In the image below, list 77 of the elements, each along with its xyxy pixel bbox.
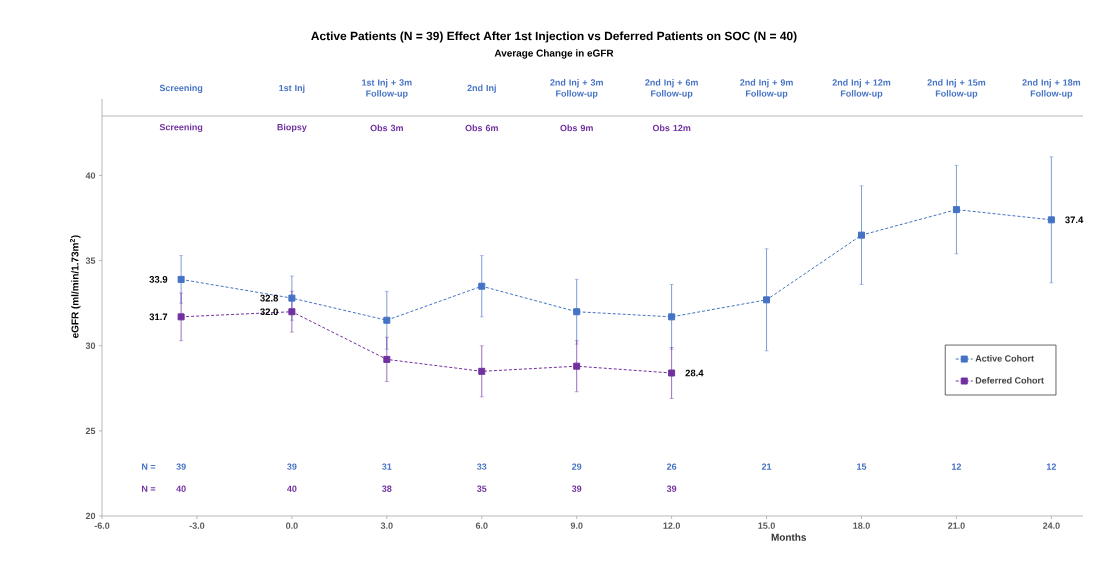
point — [952, 206, 960, 214]
text: 1st Inj — [279, 84, 305, 93]
chart-subtitle: Average Change in eGFR — [494, 49, 614, 59]
point — [288, 308, 296, 316]
point — [573, 308, 581, 316]
data-label: 37.4 — [1065, 216, 1084, 224]
data-label: 32.8 — [260, 294, 279, 302]
x-tick-label: 12.0 — [663, 522, 680, 529]
annotation: 39 — [287, 463, 297, 470]
annotation: 12 — [952, 463, 962, 470]
y-axis-title: eGFR (ml/min/1.73m$^{2}$) — [69, 235, 81, 338]
y-tick-label: 30 — [85, 342, 96, 349]
chart-title: Active Patients (N = 39) Effect After 1st Injection vs Deferred Patients on SOC (N = 40) — [311, 31, 797, 43]
point — [383, 355, 391, 363]
text: 2nd Inj + 9m Follow-up — [740, 79, 793, 99]
x-tick-label: -3.0 — [189, 522, 205, 529]
x-tick-label: -6.0 — [94, 522, 110, 529]
x-tick-label: 0.0 — [286, 522, 298, 529]
point — [573, 362, 581, 370]
x-tick-label: 6.0 — [475, 522, 488, 529]
annotation: 12 — [1046, 463, 1056, 470]
annotation: 26 — [666, 463, 677, 470]
point — [177, 313, 185, 321]
annotation: 40 — [176, 485, 186, 492]
annotation: 21 — [761, 463, 772, 470]
x-tick-label: 21.0 — [948, 522, 965, 529]
annotation: 29 — [572, 463, 582, 470]
text: 2nd Inj + 12m Follow-up — [832, 79, 891, 99]
text: Screening — [159, 84, 203, 93]
x-tick-label: 3.0 — [380, 522, 393, 529]
annotation: Screening — [159, 123, 203, 133]
point — [177, 275, 185, 283]
point — [763, 296, 771, 304]
point — [383, 316, 391, 324]
x-tick-label: 9.0 — [570, 522, 583, 529]
text: 2nd Inj + 6m Follow-up — [645, 79, 698, 99]
annotation: Obs 6m — [465, 124, 498, 132]
x-axis-title: Months — [771, 533, 807, 541]
data-label: 28.4 — [685, 369, 704, 377]
annotation: 33 — [476, 463, 487, 470]
annotation: 31 — [382, 463, 392, 470]
point — [478, 282, 486, 290]
x-tick-label: 24.0 — [1042, 522, 1060, 529]
annotation: N = — [141, 485, 156, 492]
annotation: 15 — [857, 463, 867, 470]
annotation: Obs 9m — [560, 124, 593, 132]
text: 2nd Inj — [467, 84, 496, 93]
point — [857, 231, 865, 239]
point — [668, 313, 676, 321]
y-tick-label: 25 — [85, 427, 96, 435]
y-tick-label: 40 — [85, 172, 96, 179]
text: 2nd Inj + 3m Follow-up — [550, 79, 603, 99]
text: 1st Inj + 3m Follow-up — [362, 79, 412, 99]
legend-label: Deferred Cohort — [975, 377, 1044, 384]
text: 2nd Inj + 15m Follow-up — [927, 79, 986, 99]
annotation: 40 — [287, 485, 297, 492]
data-label: 32.0 — [260, 308, 278, 316]
point — [1047, 216, 1055, 224]
y-tick-label: 35 — [85, 257, 96, 264]
annotation: 39 — [666, 485, 677, 492]
point — [478, 367, 486, 375]
data-label: 31.7 — [149, 313, 168, 321]
data-label: 33.9 — [149, 276, 168, 283]
point — [668, 369, 676, 377]
annotation: Biopsy — [277, 123, 307, 133]
annotation: 39 — [571, 485, 582, 492]
x-tick-label: 18.0 — [853, 522, 870, 529]
annotation: 35 — [476, 485, 487, 492]
annotation: Obs 12m — [652, 124, 691, 132]
annotation: Obs 3m — [370, 124, 403, 132]
annotation: 39 — [176, 463, 186, 470]
annotation: 38 — [382, 485, 392, 492]
y-tick-label: 20 — [85, 512, 96, 520]
legend-label: Active Cohort — [975, 355, 1034, 362]
text: 2nd Inj + 18m Follow-up — [1022, 79, 1081, 99]
x-tick-label: 15.0 — [758, 522, 775, 529]
annotation: N = — [141, 463, 156, 470]
